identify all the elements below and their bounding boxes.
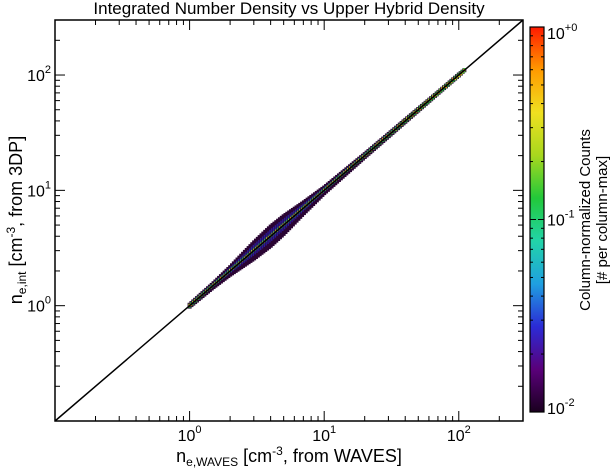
x-axis-ticks (54, 20, 524, 421)
y-tick-label: 100 (27, 295, 51, 316)
colorbar-tick-label: 10-1 (547, 209, 575, 230)
x-tick-label: 102 (447, 424, 471, 445)
reference-line-y-equals-x (54, 19, 524, 422)
colorbar-label-line2: [# per column-max] (594, 156, 611, 284)
y-tick-label: 101 (27, 179, 51, 200)
colorbar-tick-label: 10+0 (547, 22, 577, 43)
y-tick-label: 102 (27, 64, 51, 85)
x-tick-label: 101 (312, 424, 336, 445)
y-axis-label: ne,int [cm-3, from 3DP] (4, 136, 29, 304)
plot-frame (54, 19, 524, 422)
colorbar-label-line1: Column-normalized Counts (577, 129, 594, 311)
y-axis-tick-labels: 100 101 102 (27, 64, 51, 316)
y-axis-ticks (55, 19, 523, 422)
x-axis-tick-labels: 100 101 102 (178, 424, 471, 445)
x-axis-label: ne,WAVES [cm-3, from WAVES] (176, 444, 402, 469)
colorbar-tick-label: 10-2 (547, 397, 575, 418)
colorbar-ticks: 10+0 10-1 10-2 (530, 22, 577, 418)
chart-title: Integrated Number Density vs Upper Hybri… (93, 0, 485, 18)
x-tick-label: 100 (178, 424, 202, 445)
